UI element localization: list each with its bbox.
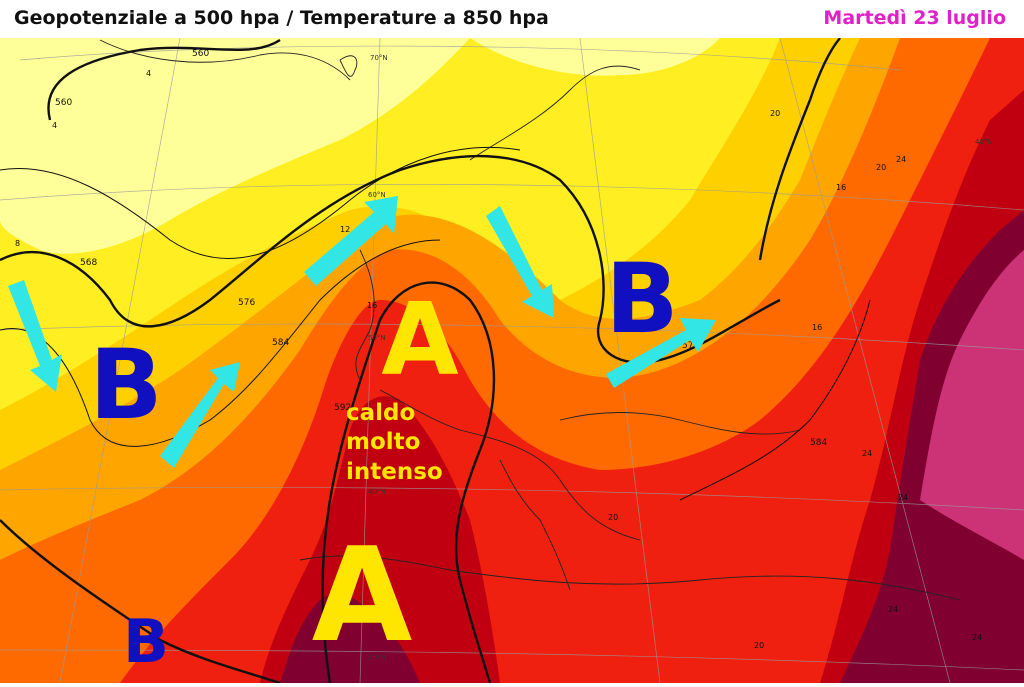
pressure-systems: B A B A B [89, 243, 678, 677]
temperature-field [0, 38, 1024, 683]
arrow-atlantic-northeast [160, 362, 240, 468]
temperature-magenta-east [920, 250, 1024, 560]
isotherm-label: 16 [812, 323, 822, 332]
temperature-maroon-south [280, 593, 420, 683]
contour-label: 576 [238, 298, 255, 308]
contour-label: 560 [192, 49, 209, 59]
weather-map: 560 560 568 576 584 592 584 576 70°N 60°… [0, 37, 1024, 685]
isotherm-label: 12 [340, 225, 350, 234]
parallel-30 [0, 649, 1024, 671]
coast-iceland [339, 55, 358, 77]
annotation-line: molto [346, 429, 420, 455]
isotherm-label: 20 [876, 163, 886, 172]
parallel-60 [0, 183, 1024, 211]
latitude-label: 40°N [975, 138, 993, 146]
map-title: Geopotenziale a 500 hpa / Temperature a … [14, 7, 549, 29]
header-bar: Geopotenziale a 500 hpa / Temperature a … [0, 0, 1024, 38]
parallel-50 [0, 323, 1024, 351]
coast-europe-south [379, 389, 641, 541]
annotation-line: caldo [346, 400, 415, 426]
latitude-label: 40°N [368, 488, 386, 496]
coast-greenland [99, 39, 351, 81]
high-pressure-label: A [381, 281, 458, 398]
contour-label: 592 [334, 403, 351, 413]
isotherm-label: 16 [367, 301, 377, 310]
meridian-w20 [59, 37, 181, 684]
isotherm-label: 20 [770, 109, 780, 118]
latitude-label: 30°N [368, 654, 386, 662]
isotherm-label: 24 [862, 449, 872, 458]
isotherm-label: 8 [15, 239, 20, 248]
coast-britain [355, 249, 375, 381]
latitude-label: 50°N [368, 334, 386, 342]
isotherm-label: 20 [754, 641, 764, 650]
latitude-label: 60°N [368, 191, 386, 199]
latitude-label: 70°N [370, 54, 388, 62]
heat-annotation: caldo molto intenso [346, 400, 443, 485]
isotherm-label: 20 [608, 513, 618, 522]
isotherm-label: 24 [888, 605, 898, 614]
isotherm-label-group: 4 4 8 12 16 16 16 20 20 24 24 24 24 20 2… [15, 69, 982, 650]
meridian-e40 [779, 37, 951, 684]
low-pressure-label: B [89, 329, 162, 441]
contour-label: 584 [810, 438, 827, 448]
contour-label-group: 560 560 568 576 584 592 584 576 [55, 49, 827, 448]
isotherm-label: 24 [896, 155, 906, 164]
contour-588-east [679, 299, 871, 501]
contour-584-east [758, 37, 841, 261]
contour-label: 568 [80, 258, 97, 268]
coast-italy [499, 459, 571, 591]
contour-584-west [0, 519, 281, 685]
contour-label: 560 [55, 98, 72, 108]
parallel-40 [0, 487, 1024, 511]
flow-arrows [8, 196, 716, 468]
arrow-scandinavia-south [486, 206, 554, 318]
temperature-pale-patch-2 [470, 38, 720, 76]
geopotential-contours [0, 37, 871, 685]
contour-label: 584 [272, 338, 289, 348]
isotherm-label: 4 [52, 121, 57, 130]
high-pressure-label: A [312, 519, 413, 671]
coast-africa-north [299, 555, 961, 601]
contour-560 [47, 39, 281, 121]
meridian-0 [359, 37, 381, 684]
low-pressure-label: B [605, 243, 678, 355]
coastlines [99, 39, 961, 601]
low-pressure-label: B [123, 607, 169, 677]
arrow-east-northeast [606, 318, 716, 388]
isotherm-label: 24 [972, 633, 982, 642]
annotation-line: intenso [346, 459, 443, 485]
isotherm-label: 16 [836, 183, 846, 192]
isotherm-label: 4 [146, 69, 151, 78]
contour-592 [321, 281, 496, 684]
coast-black-sea [559, 412, 801, 435]
arrow-northeast-upper [304, 196, 398, 286]
coast-scandinavia [469, 65, 641, 161]
map-date: Martedì 23 luglio [823, 7, 1006, 29]
isotherm-label: 24 [898, 493, 908, 502]
contour-label: 576 [682, 341, 699, 351]
contour-580 [0, 239, 441, 447]
contour-564 [0, 147, 521, 260]
temperature-pale-region [0, 38, 470, 254]
latitude-label-group: 70°N 60°N 50°N 40°N 30°N 40°N [368, 54, 993, 662]
arrow-northwest-south [8, 280, 62, 392]
weather-map-svg: 560 560 568 576 584 592 584 576 70°N 60°… [0, 37, 1024, 685]
